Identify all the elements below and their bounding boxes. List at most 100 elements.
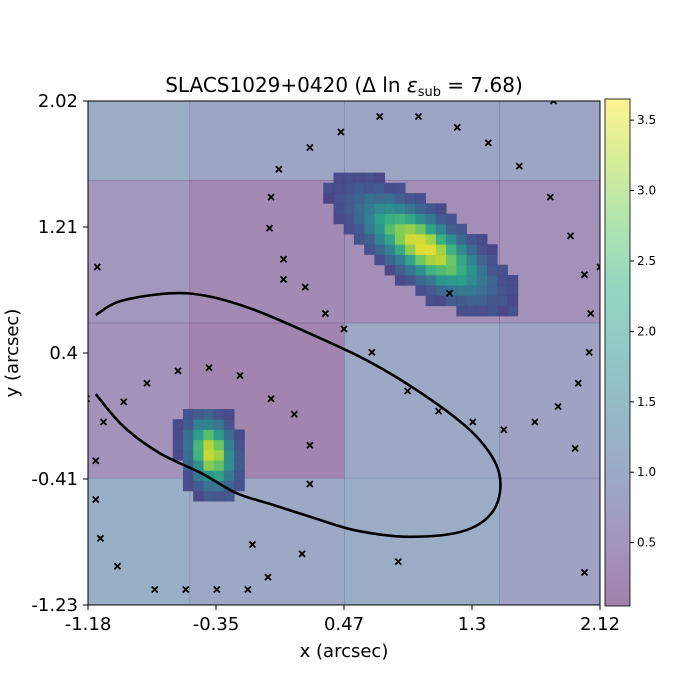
x-marker [213, 585, 221, 594]
source-pixel [182, 408, 194, 420]
plot-area [88, 101, 600, 605]
source-pixel [374, 203, 386, 214]
source-pixel [343, 213, 355, 225]
x-marker [368, 348, 376, 356]
x-marker [151, 585, 159, 594]
x-marker [92, 495, 100, 504]
source-pixel [476, 274, 488, 286]
source-pixel [435, 223, 447, 235]
y-tick-label: 1.21 [38, 217, 78, 238]
source-pixel [213, 490, 225, 502]
source-pixel [446, 274, 457, 286]
x-axis-label: x (arcsec) [300, 641, 389, 662]
source-pixel [364, 244, 375, 255]
colorbar-tick-label: 3.0 [637, 184, 656, 198]
source-pixel [213, 429, 225, 441]
source-pixel [415, 264, 427, 276]
source-pixel [405, 203, 416, 214]
x-marker [587, 309, 595, 318]
source-pixel [374, 234, 386, 245]
source-pixel [497, 264, 508, 276]
source-pixel [364, 203, 375, 214]
x-marker [549, 101, 558, 105]
source-pixel [213, 439, 225, 451]
source-pixel [234, 449, 245, 461]
source-pixel [435, 213, 447, 225]
x-marker [554, 402, 562, 411]
source-pixel [234, 470, 245, 482]
source-pixel [405, 274, 416, 286]
source-pixel [435, 244, 447, 255]
x-tick-label: 0.47 [324, 614, 364, 635]
y-axis-label: y (arcsec) [2, 309, 23, 398]
x-marker [306, 480, 314, 488]
x-marker [376, 112, 384, 121]
source-pixel [203, 419, 215, 430]
source-pixel [203, 480, 215, 492]
x-tick-label: 2.12 [580, 614, 620, 635]
source-pixel [223, 490, 235, 502]
source-pixel [487, 285, 498, 296]
source-pixel [476, 285, 488, 296]
source-pixel [405, 254, 416, 266]
source-pixel [394, 203, 406, 214]
x-marker [566, 232, 575, 240]
source-pixel [394, 274, 406, 286]
source-pixel [384, 264, 396, 276]
x-marker [306, 441, 314, 449]
source-pixel [333, 213, 345, 225]
source-pixel [456, 223, 467, 235]
source-pixel [456, 254, 467, 266]
x-marker [244, 585, 252, 594]
x-marker [403, 387, 412, 395]
source-pixel [405, 223, 416, 235]
x-marker [279, 255, 288, 263]
source-pixel [456, 305, 467, 317]
x-marker [267, 395, 275, 403]
source-pixel [507, 295, 519, 307]
coarse-grid-cell [344, 322, 500, 479]
source-pixel [466, 295, 478, 307]
source-pixel [353, 203, 365, 214]
source-pixel [172, 439, 184, 451]
x-marker [585, 348, 593, 356]
source-pixel [476, 295, 488, 307]
source-pixel [415, 285, 427, 296]
source-pixel [384, 223, 396, 235]
source-pixel [446, 244, 457, 255]
source-pixel [374, 213, 386, 225]
source-pixel [456, 244, 467, 255]
source-pixel [466, 244, 478, 255]
source-pixel [234, 429, 245, 441]
source-pixel [446, 254, 457, 266]
source-pixel [193, 429, 204, 441]
source-pixel [394, 254, 406, 266]
source-pixel [213, 470, 225, 482]
source-pixel [374, 172, 386, 184]
source-pixel [353, 182, 365, 194]
source-pixel [425, 244, 437, 255]
x-marker [414, 112, 423, 121]
source-pixel [333, 182, 345, 194]
source-pixel [384, 203, 396, 214]
source-pixel [364, 213, 375, 225]
y-tick-label: 0.4 [49, 343, 78, 364]
colorbar-tick-label: 3.5 [637, 113, 656, 127]
source-pixel [394, 223, 406, 235]
source-pixel [203, 490, 215, 502]
x-marker [321, 309, 330, 318]
source-pixel [374, 254, 386, 266]
source-pixel [435, 234, 447, 245]
source-pixel [193, 408, 204, 420]
source-pixel [425, 213, 437, 225]
source-pixel [374, 223, 386, 235]
source-pixel [193, 449, 204, 461]
source-pixel [415, 274, 427, 286]
chart-title: SLACS1029+0420 (Δ ln εsub = 7.68) [165, 73, 523, 100]
source-pixel [394, 234, 406, 245]
x-marker [580, 568, 589, 577]
source-pixel [384, 213, 396, 225]
source-pixel [364, 172, 375, 184]
coarse-grid-cell [88, 101, 191, 181]
x-marker [298, 550, 306, 558]
